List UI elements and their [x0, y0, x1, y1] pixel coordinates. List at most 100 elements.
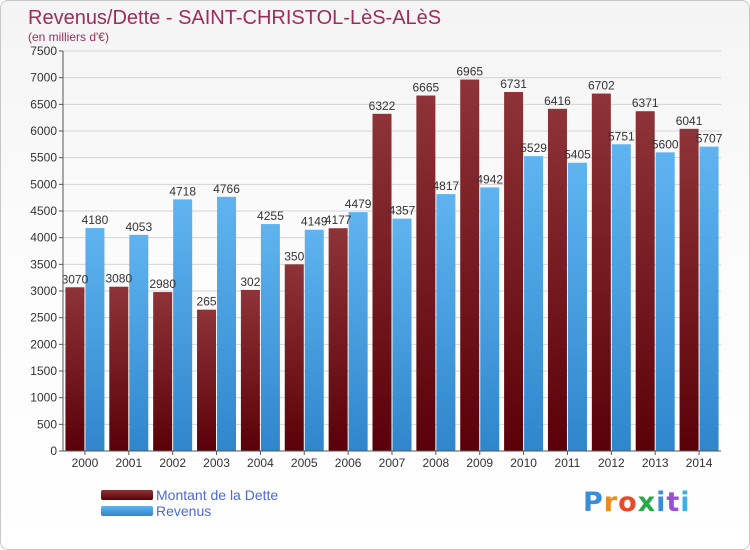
- data-label-dette: 350: [284, 249, 304, 263]
- bar-revenus: [480, 187, 500, 451]
- bar-chart: 3070 4180 3080 4053 2980 4718 265 4766 302 4255 35…: [30, 44, 723, 470]
- y-tick-label: 7500: [30, 44, 57, 58]
- data-label-revenus: 4357: [389, 204, 416, 218]
- x-tick-label: 2014: [686, 456, 713, 470]
- bar-revenus: [392, 218, 412, 451]
- proxiti-logo: Proxiti: [583, 487, 691, 518]
- bar-dette: [109, 286, 129, 451]
- bar-revenus: [304, 229, 324, 451]
- y-tick-label: 1000: [30, 391, 57, 405]
- chart-title: Revenus/Dette - SAINT-CHRISTOL-LèS-ALèS: [28, 7, 442, 29]
- bar-revenus: [655, 152, 675, 452]
- y-tick-label: 7000: [30, 71, 57, 85]
- bar-dette: [65, 287, 85, 451]
- y-tick-label: 5500: [30, 151, 57, 165]
- chart-subtitle: (en milliers d'€): [28, 30, 109, 44]
- bar-revenus: [85, 228, 105, 451]
- data-label-dette: 3070: [62, 272, 89, 286]
- x-tick-label: 2005: [291, 456, 318, 470]
- bar-dette: [591, 93, 611, 451]
- data-label-dette: 6322: [369, 99, 396, 113]
- y-tick-label: 3500: [30, 257, 57, 271]
- x-tick-label: 2006: [335, 456, 362, 470]
- bar-revenus: [524, 156, 544, 451]
- data-label-dette: 4177: [325, 213, 352, 227]
- data-label-dette: 6702: [588, 79, 615, 93]
- data-label-revenus: 4766: [213, 182, 240, 196]
- data-label-dette: 6371: [632, 96, 659, 110]
- data-label-revenus: 5600: [652, 137, 679, 151]
- bar-dette: [460, 79, 480, 452]
- data-label-revenus: 4053: [125, 220, 152, 234]
- x-tick-label: 2012: [598, 456, 625, 470]
- x-tick-label: 2008: [423, 456, 450, 470]
- x-tick-label: 2010: [510, 456, 537, 470]
- y-tick-label: 6500: [30, 97, 57, 111]
- y-tick-label: 5000: [30, 177, 57, 191]
- bar-dette: [372, 113, 392, 452]
- x-tick-label: 2002: [159, 456, 186, 470]
- data-label-dette: 6665: [413, 81, 440, 95]
- data-label-revenus: 4149: [301, 215, 328, 229]
- logo-letter: o: [618, 487, 638, 518]
- data-label-dette: 6041: [676, 114, 703, 128]
- data-label-revenus: 5751: [608, 129, 635, 143]
- bar-revenus: [567, 162, 587, 451]
- bar-dette: [197, 309, 217, 451]
- data-label-revenus: 4942: [476, 172, 503, 186]
- data-label-revenus: 4180: [82, 213, 109, 227]
- data-label-revenus: 4255: [257, 209, 284, 223]
- bar-dette: [635, 111, 655, 452]
- bar-dette: [328, 228, 348, 451]
- data-label-dette: 302: [240, 275, 260, 289]
- y-tick-label: 4500: [30, 204, 57, 218]
- legend-swatch-dette: [101, 490, 153, 500]
- y-tick-label: 500: [37, 417, 57, 431]
- logo-letter: P: [583, 487, 604, 518]
- bar-revenus: [611, 144, 631, 451]
- logo-letter: i: [656, 487, 667, 518]
- bar-revenus: [129, 234, 149, 451]
- x-tick-label: 2003: [203, 456, 230, 470]
- x-tick-label: 2009: [466, 456, 493, 470]
- bar-revenus: [217, 196, 237, 451]
- data-label-dette: 6731: [500, 77, 527, 91]
- data-label-dette: 2980: [149, 277, 176, 291]
- y-tick-label: 4000: [30, 231, 57, 245]
- data-label-dette: 6965: [456, 65, 483, 79]
- x-tick-label: 2004: [247, 456, 274, 470]
- bar-revenus: [699, 146, 719, 452]
- bar-revenus: [348, 212, 368, 451]
- y-tick-label: 3000: [30, 284, 57, 298]
- logo-letter: r: [603, 487, 619, 518]
- x-tick-label: 2000: [72, 456, 99, 470]
- legend-label-dette: Montant de la Dette: [156, 487, 279, 503]
- bar-dette: [416, 95, 436, 452]
- y-tick-label: 0: [50, 444, 57, 458]
- bar-dette: [284, 264, 304, 451]
- bar-dette: [504, 92, 524, 451]
- y-tick-label: 2000: [30, 337, 57, 351]
- logo-letter: i: [680, 487, 691, 518]
- data-label-revenus: 4817: [433, 179, 460, 193]
- data-label-revenus: 5405: [564, 148, 591, 162]
- logo-letter: x: [637, 487, 657, 518]
- y-tick-label: 2500: [30, 311, 57, 325]
- bar-dette: [240, 289, 260, 451]
- bar-revenus: [173, 199, 193, 451]
- y-tick-label: 6000: [30, 124, 57, 138]
- data-label-dette: 6416: [544, 94, 571, 108]
- bar-dette: [679, 128, 699, 451]
- x-tick-label: 2007: [379, 456, 406, 470]
- data-label-dette: 3080: [105, 272, 132, 286]
- bar-revenus: [436, 194, 456, 452]
- data-label-revenus: 5707: [696, 132, 723, 146]
- legend-swatch-revenus: [101, 506, 153, 516]
- x-tick-label: 2001: [115, 456, 142, 470]
- data-label-revenus: 5529: [520, 141, 547, 155]
- x-tick-label: 2011: [555, 456, 581, 470]
- bar-dette: [547, 108, 567, 452]
- y-tick-label: 1500: [30, 364, 57, 378]
- bar-revenus: [260, 224, 280, 451]
